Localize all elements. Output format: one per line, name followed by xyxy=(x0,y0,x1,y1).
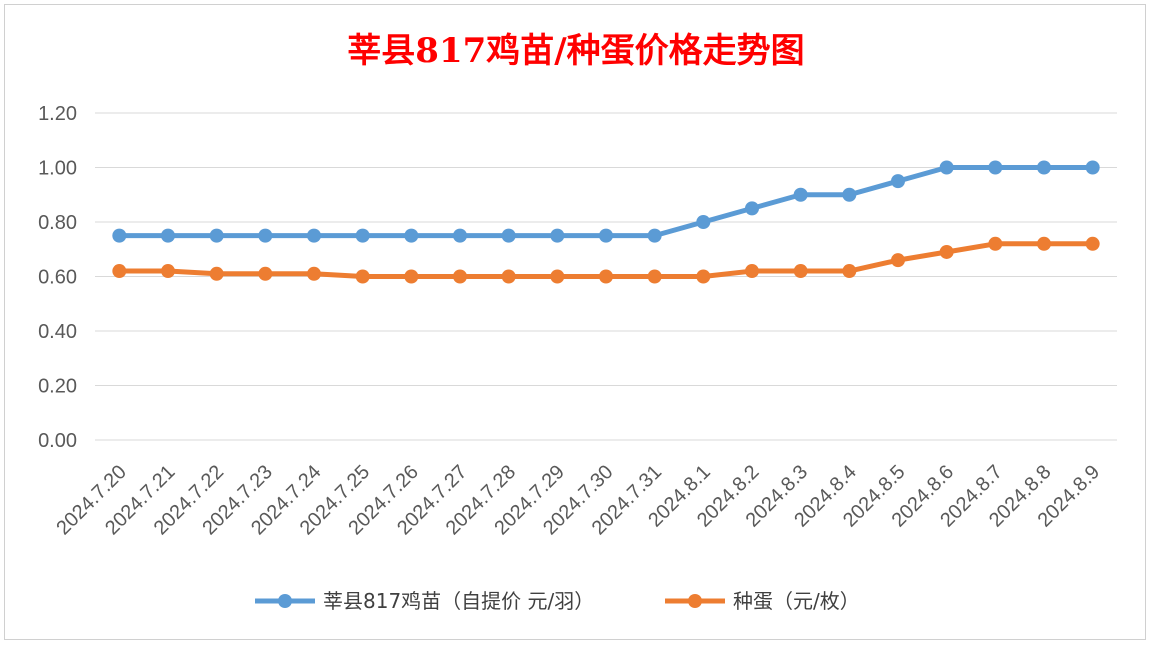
data-point xyxy=(307,228,321,243)
y-tick-label: 0.40 xyxy=(38,321,77,343)
legend-label: 种蛋（元/枚） xyxy=(733,589,860,613)
data-point xyxy=(745,201,759,216)
data-point xyxy=(550,269,565,284)
y-tick-label: 0.80 xyxy=(38,212,77,234)
data-point xyxy=(112,228,127,243)
data-point xyxy=(501,228,516,243)
chart-title: 莘县817鸡苗/种蛋价格走势图 xyxy=(347,31,804,71)
data-point xyxy=(404,228,419,243)
data-point xyxy=(745,264,759,279)
data-point xyxy=(161,228,175,243)
y-tick-label: 1.20 xyxy=(38,103,77,125)
data-point xyxy=(1037,236,1051,251)
legend-swatch-marker xyxy=(278,594,292,608)
data-point xyxy=(891,174,905,189)
data-point xyxy=(891,253,905,268)
legend-label: 莘县817鸡苗（自提价 元/羽） xyxy=(323,589,594,613)
data-point xyxy=(696,269,711,284)
series-line xyxy=(116,165,1096,239)
data-point xyxy=(453,228,467,243)
data-point xyxy=(939,160,954,175)
data-point xyxy=(599,228,613,243)
y-axis-ticks: 0.00 0.20 0.40 0.60 0.80 1.00 1.20 xyxy=(38,103,77,452)
data-point xyxy=(988,236,1003,251)
data-point xyxy=(453,269,467,284)
data-point xyxy=(501,269,516,284)
legend-swatch-marker xyxy=(688,594,702,608)
data-point xyxy=(842,187,857,202)
data-point xyxy=(939,244,954,259)
data-point xyxy=(258,228,273,243)
y-tick-label: 0.00 xyxy=(38,430,77,452)
data-point xyxy=(258,266,273,281)
data-point xyxy=(842,264,857,279)
data-point xyxy=(161,264,175,279)
series-lines xyxy=(112,160,1100,284)
data-point xyxy=(793,187,808,202)
y-tick-label: 0.20 xyxy=(38,376,77,398)
legend-item: 莘县817鸡苗（自提价 元/羽） xyxy=(255,589,594,613)
data-point xyxy=(696,215,711,229)
chart-frame: 莘县817鸡苗/种蛋价格走势图 0.00 0.20 0.40 0.60 0.80 1.00… xyxy=(4,4,1146,640)
data-point xyxy=(647,228,662,243)
data-point xyxy=(209,228,224,243)
data-point xyxy=(988,160,1003,175)
x-axis-ticks: 2024.7.202024.7.212024.7.222024.7.232024… xyxy=(52,461,1104,539)
data-point xyxy=(404,269,419,284)
legend-item: 种蛋（元/枚） xyxy=(665,589,860,613)
data-point xyxy=(647,269,662,284)
data-point xyxy=(1085,160,1100,175)
data-point xyxy=(112,264,127,279)
data-point xyxy=(1037,160,1051,175)
data-point xyxy=(209,266,224,281)
data-point xyxy=(307,266,321,281)
y-tick-label: 0.60 xyxy=(38,267,77,289)
data-point xyxy=(599,269,613,284)
data-point xyxy=(355,269,370,284)
data-point xyxy=(355,228,370,243)
data-point xyxy=(1085,236,1100,251)
line-chart: 莘县817鸡苗/种蛋价格走势图 0.00 0.20 0.40 0.60 0.80 1.00… xyxy=(38,31,1117,613)
series-1 xyxy=(112,160,1100,243)
data-point xyxy=(793,264,808,279)
series-2 xyxy=(112,236,1100,284)
data-point xyxy=(550,228,565,243)
y-tick-label: 1.00 xyxy=(38,158,77,180)
legend: 莘县817鸡苗（自提价 元/羽） 种蛋（元/枚） xyxy=(255,589,860,613)
